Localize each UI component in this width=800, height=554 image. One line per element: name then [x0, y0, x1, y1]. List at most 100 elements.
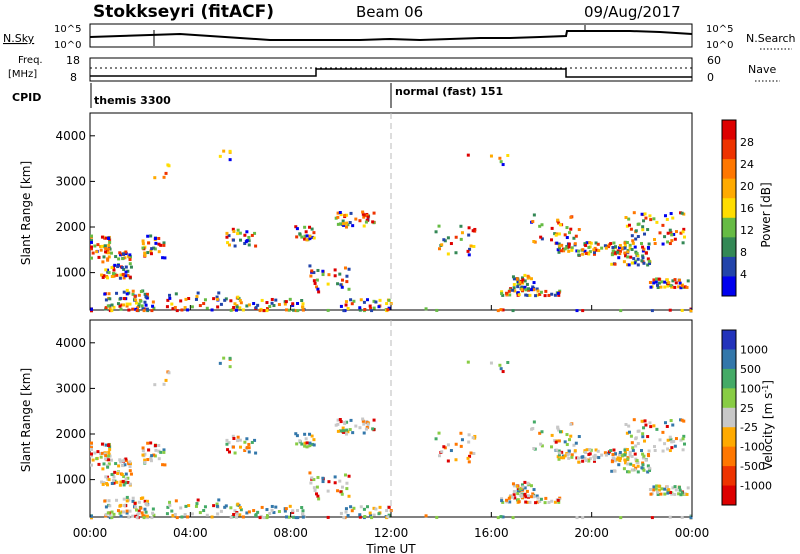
nave-tick-top: 60 [707, 54, 721, 67]
power-cell [630, 234, 634, 238]
power-cell [544, 289, 548, 293]
power-cell [229, 299, 233, 303]
velocity-cell [663, 492, 667, 496]
velocity-cell [626, 462, 630, 466]
velocity-cell [170, 509, 174, 513]
power-cell [141, 239, 145, 243]
power-cell [288, 297, 292, 301]
power-cell [652, 281, 656, 285]
power-cell [93, 244, 97, 248]
power-cell [623, 244, 627, 248]
power-cell [151, 304, 155, 308]
velocity-cell [227, 450, 231, 454]
velocity-cell [268, 512, 272, 516]
velocity-cell [270, 508, 274, 512]
velocity-cell [624, 461, 628, 465]
power-cell [532, 281, 536, 285]
velocity-cell [609, 449, 613, 453]
power-cell [234, 308, 238, 312]
power-cell [313, 281, 317, 285]
velocity-cell [105, 456, 109, 460]
velocity-cell [341, 426, 345, 430]
velocity-cell [520, 483, 524, 487]
velocity-cell [262, 516, 266, 520]
velocity-cell [685, 492, 689, 496]
velocity-cell [540, 444, 544, 448]
power-cell [634, 259, 638, 263]
power-cell [673, 237, 677, 241]
power-cell [629, 255, 633, 259]
power-cell [473, 229, 477, 233]
velocity-cell [238, 505, 242, 509]
power-cell [626, 250, 630, 254]
power-cell [124, 265, 128, 269]
power-ylabel: Slant Range [km] [19, 161, 33, 265]
velocity-cell [518, 487, 522, 491]
power-cell [250, 233, 254, 237]
velocity-cell [119, 514, 123, 518]
power-cell [173, 305, 177, 309]
power-cell [143, 251, 147, 255]
velocity-cell [570, 455, 574, 459]
power-cell [183, 306, 187, 310]
velocity-cell [180, 515, 184, 519]
power-cell [300, 299, 304, 303]
velocity-cell [538, 499, 542, 503]
power-cell [152, 306, 156, 310]
velocity-cell [525, 489, 529, 493]
velocity-cell [636, 470, 640, 474]
velocity-cell [610, 460, 614, 464]
power-cell [624, 216, 628, 220]
power-cell [524, 293, 528, 297]
power-cell [358, 308, 362, 312]
power-cell [104, 268, 108, 272]
power-cell [339, 304, 343, 308]
velocity-cell [167, 371, 171, 375]
power-cell [265, 307, 269, 311]
velocity-cell [288, 504, 292, 508]
power-cell [449, 242, 453, 246]
power-cell [227, 234, 231, 238]
velocity-cell [673, 444, 677, 448]
y-tick-label: 3000 [55, 381, 86, 395]
velocity-cell [284, 515, 288, 519]
velocity-cell [557, 457, 561, 461]
velocity-cell [334, 423, 338, 427]
velocity-cell [107, 499, 111, 503]
power-cell [90, 234, 93, 238]
velocity-cell [652, 488, 656, 492]
velocity-cell [124, 472, 128, 476]
x-tick-label: 16:00 [474, 526, 509, 540]
power-cell [106, 268, 110, 272]
power-cell [669, 212, 673, 216]
velocity-cell [634, 444, 638, 448]
velocity-cell [683, 492, 687, 496]
velocity-cell [152, 453, 156, 457]
power-cell [340, 278, 344, 282]
velocity-cell [106, 483, 110, 487]
velocity-cell [162, 450, 166, 454]
power-cell [649, 285, 653, 289]
velocity-cell [108, 447, 112, 451]
power-cell [575, 309, 579, 313]
velocity-cell [467, 460, 471, 464]
power-cell [175, 309, 179, 313]
colorbar-swatch [722, 330, 736, 350]
power-cell [623, 246, 627, 250]
power-cell [272, 304, 276, 308]
power-cell [560, 243, 564, 247]
velocity-cell [454, 442, 458, 446]
power-cell [354, 217, 358, 221]
velocity-cell [152, 513, 156, 517]
velocity-cell [119, 460, 123, 464]
velocity-cell [566, 453, 570, 457]
power-cell [101, 275, 105, 279]
power-cell [348, 221, 352, 225]
power-cell [505, 291, 509, 295]
velocity-cell [349, 418, 353, 422]
power-cell [634, 229, 638, 233]
velocity-cell [568, 438, 572, 442]
velocity-cell [446, 443, 450, 447]
power-cell [523, 285, 527, 289]
velocity-cell [635, 459, 639, 463]
